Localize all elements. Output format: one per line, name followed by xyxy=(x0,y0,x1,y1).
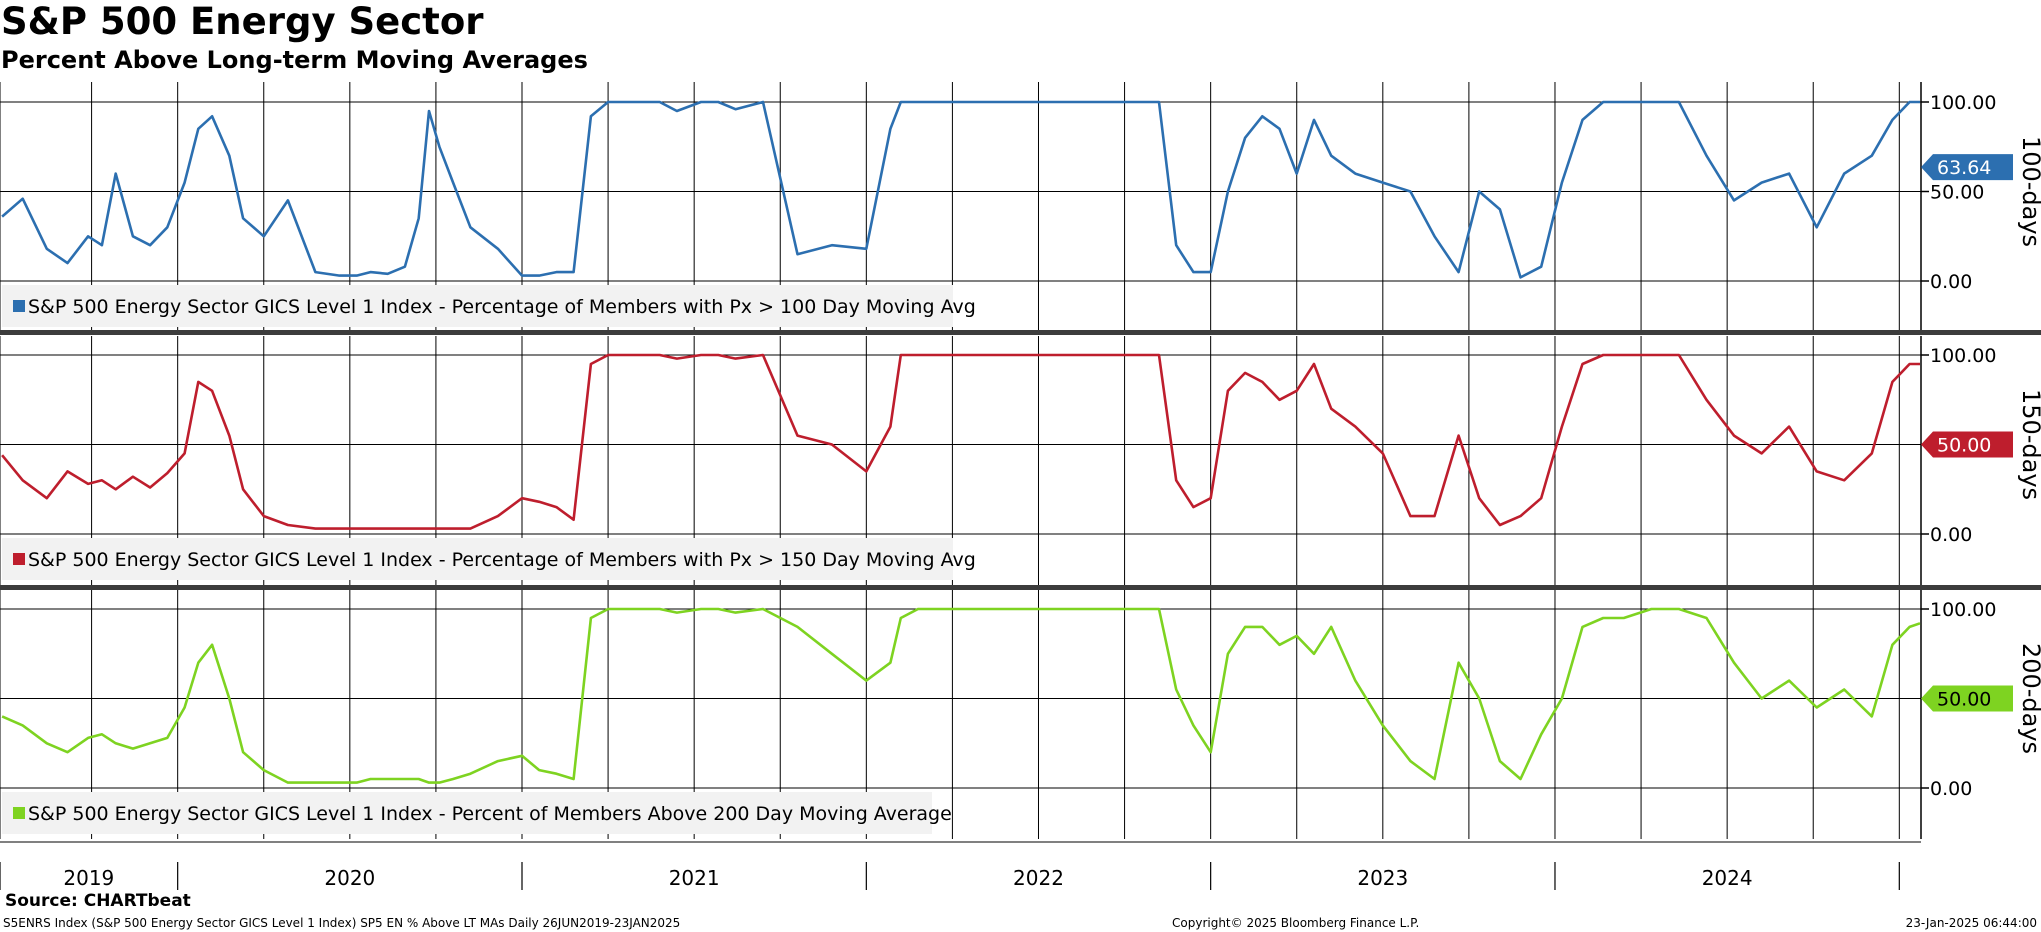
x-tick-label: 2020 xyxy=(324,866,375,890)
series-line-150-days xyxy=(1,353,1920,530)
last-value-tag xyxy=(1921,431,2013,458)
chart-area: 100.00 50.00 0.00 63.64 100-days S&P 500 Ener… xyxy=(0,82,2041,890)
y-tick-label: 100.00 xyxy=(1930,345,1996,367)
page-subtitle: Percent Above Long-term Moving Averages xyxy=(1,46,588,74)
legend-label: S&P 500 Energy Sector GICS Level 1 Index… xyxy=(28,549,976,571)
y-tick-label: 100.00 xyxy=(1930,92,1996,114)
panel-ylabel: 200-days xyxy=(2017,643,2041,754)
last-value-tag xyxy=(1921,154,2013,181)
legend-swatch xyxy=(13,300,25,312)
y-tick-label: 100.00 xyxy=(1930,599,1996,621)
x-tick-label: 2019 xyxy=(63,866,114,890)
y-tick-label: 0.00 xyxy=(1930,778,1972,800)
x-tick-label: 2023 xyxy=(1357,866,1408,890)
footer-timestamp: 23-Jan-2025 06:44:00 xyxy=(1905,916,2037,930)
footer-index-info: S5ENRS Index (S&P 500 Energy Sector GICS… xyxy=(3,916,681,930)
x-tick-label: 2022 xyxy=(1013,866,1064,890)
last-value-label: 50.00 xyxy=(1937,435,1991,457)
legend-label: S&P 500 Energy Sector GICS Level 1 Index… xyxy=(28,803,952,825)
series-line-200-days xyxy=(1,607,1921,784)
last-value-tag xyxy=(1921,685,2013,712)
last-value-label: 50.00 xyxy=(1937,689,1991,711)
panel-separator xyxy=(0,330,2041,335)
panel-separator xyxy=(0,585,2041,590)
x-tick-label: 2021 xyxy=(669,866,720,890)
y-tick-label: 0.00 xyxy=(1930,271,1972,293)
legend-swatch xyxy=(13,553,25,565)
last-value-label: 63.64 xyxy=(1937,157,1991,179)
page-title: S&P 500 Energy Sector xyxy=(1,0,484,43)
legend-box xyxy=(2,792,932,834)
x-tick-label: 2024 xyxy=(1702,866,1753,890)
series-line-100-days xyxy=(1,100,1920,279)
legend-swatch xyxy=(13,807,25,819)
legend-box xyxy=(2,538,953,580)
panel-100-days: 100.00 50.00 0.00 63.64 100-days S&P 500 Ener… xyxy=(0,82,2041,331)
footer-copyright: Copyright© 2025 Bloomberg Finance L.P. xyxy=(1172,916,1420,930)
y-tick-label: 0.00 xyxy=(1930,524,1972,546)
y-tick-label: 50.00 xyxy=(1930,182,1984,204)
panel-ylabel: 150-days xyxy=(2017,389,2041,500)
legend-label: S&P 500 Energy Sector GICS Level 1 Index… xyxy=(28,296,976,318)
source-label: Source: CHARTbeat xyxy=(5,891,191,911)
panel-ylabel: 100-days xyxy=(2017,136,2041,247)
legend-box xyxy=(2,285,953,327)
